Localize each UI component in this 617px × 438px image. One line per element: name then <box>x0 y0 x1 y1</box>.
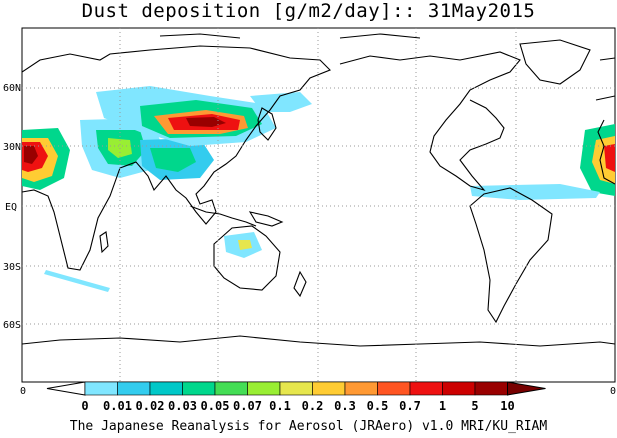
colorbar-tick-label: 1 <box>439 399 446 413</box>
dust-region-sahara-west-peak <box>24 146 38 164</box>
coast-japan <box>257 107 277 141</box>
colorbar-tick-label: 10 <box>500 399 514 413</box>
dust-region-atlantic-plume <box>470 184 600 200</box>
coast-north-america <box>339 51 521 192</box>
coast-south-america <box>469 187 553 324</box>
colorbar-swatch <box>214 381 248 396</box>
axis-end-label-left: 0 <box>20 386 26 397</box>
colorbar-swatch <box>344 381 378 396</box>
coast-europe-right <box>595 57 615 185</box>
coast-new-guinea <box>248 211 284 227</box>
colorbar-tick-label: 0.05 <box>201 399 230 413</box>
coast-eurasia-africa <box>22 45 331 271</box>
colorbar-swatch <box>377 381 411 396</box>
colorbar-tick-label: 0.7 <box>399 399 421 413</box>
colorbar-swatch <box>474 381 508 396</box>
coast-indonesia <box>189 205 257 227</box>
coast-australia <box>213 225 281 291</box>
colorbar-tick-label: 0.01 <box>103 399 132 413</box>
colorbar-tick-label: 0.03 <box>168 399 197 413</box>
coast-greenland <box>519 39 591 85</box>
colorbar-tick-label: 0.02 <box>136 399 165 413</box>
dust-region-thar-inner <box>150 148 196 172</box>
dust-region-south-streak <box>44 270 110 292</box>
colorbar-tick-label: 0.3 <box>334 399 356 413</box>
lat-label-30s: 30S <box>3 262 21 273</box>
lat-label-30n: 30N <box>3 142 21 153</box>
colorbar-swatch <box>279 381 313 396</box>
colorbar-tick-label: 0.5 <box>367 399 389 413</box>
coast-new-zealand <box>293 270 307 298</box>
colorbar-tick-label: 0.2 <box>302 399 324 413</box>
colorbar-swatch <box>182 381 216 396</box>
footer-credit: The Japanese Reanalysis for Aerosol (JRA… <box>69 419 548 434</box>
coast-antarctica <box>22 335 615 347</box>
coastlines <box>22 33 615 347</box>
colorbar-swatch <box>149 381 183 396</box>
coast-arctic <box>159 33 421 39</box>
axis-end-label-right: 0 <box>610 386 616 397</box>
colorbar-tick-label: 5 <box>471 399 478 413</box>
colorbar-tick-label: 0.07 <box>233 399 262 413</box>
map-title: Dust deposition [g/m2/day]:: 31May2015 <box>81 0 536 22</box>
colorbar-swatch <box>247 381 281 396</box>
dust-region-pacific-plume <box>250 92 312 112</box>
colorbar-swatch <box>442 381 476 396</box>
dust-region-gobi-peak <box>186 117 226 127</box>
coast-madagascar <box>99 231 109 254</box>
gridlines <box>22 28 615 382</box>
colorbar-tick-label: 0 <box>81 399 88 413</box>
lat-label-60s: 60S <box>3 320 21 331</box>
colorbar-swatch <box>84 381 118 396</box>
colorbar-labels: 0 0.01 0.02 0.03 0.05 0.07 0.1 0.2 0.3 0.5 0.7 1 5 10 <box>81 399 514 413</box>
lat-label-60n: 60N <box>3 83 21 94</box>
dust-region-sahara-east-wrap-core <box>604 144 615 172</box>
colorbar-swatch <box>117 381 151 396</box>
dust-region-australia-core <box>238 240 252 250</box>
colorbar-swatch <box>312 381 346 396</box>
colorbar-right-arrow <box>507 381 546 396</box>
lat-label-eq: EQ <box>5 202 17 213</box>
colorbar-swatch <box>409 381 443 396</box>
colorbar <box>46 381 546 396</box>
colorbar-left-arrow <box>46 381 86 396</box>
colorbar-tick-label: 0.1 <box>269 399 291 413</box>
